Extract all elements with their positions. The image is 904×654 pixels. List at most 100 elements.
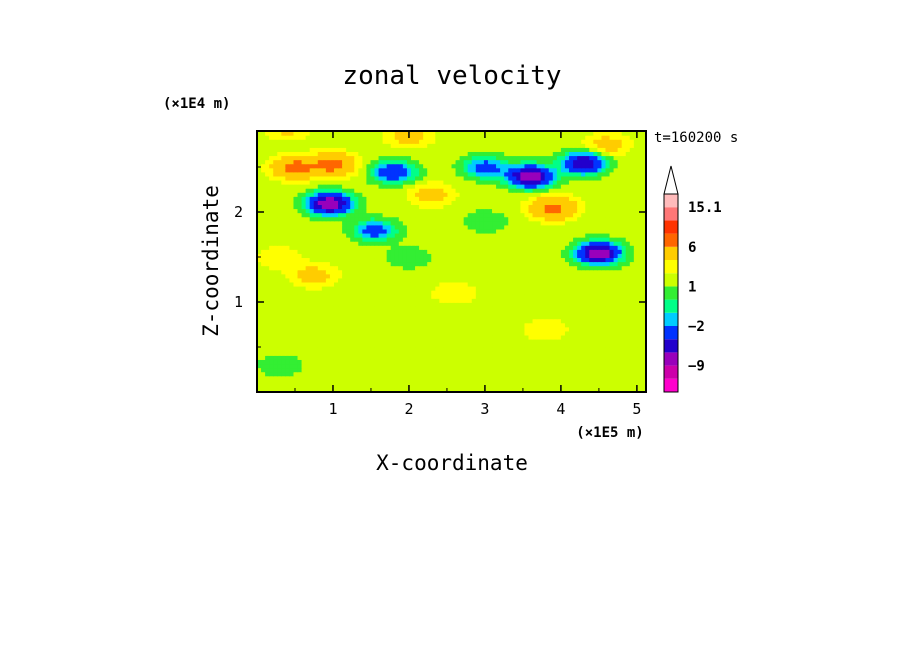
field-cell <box>581 330 586 336</box>
field-cell <box>366 285 372 291</box>
field-cell <box>512 179 517 185</box>
field-cell <box>536 228 542 234</box>
field-cell <box>459 334 465 340</box>
field-cell <box>297 257 303 263</box>
field-cell <box>564 208 570 214</box>
field-cell <box>265 204 270 210</box>
field-cell <box>463 220 469 226</box>
field-cell <box>455 245 461 250</box>
field-cell <box>317 359 323 365</box>
field-cell <box>479 343 485 348</box>
field-cell <box>629 208 635 214</box>
field-cell <box>273 220 278 226</box>
field-cell <box>589 306 594 312</box>
field-cell <box>435 253 440 259</box>
field-cell <box>496 367 501 373</box>
field-cell <box>516 359 521 365</box>
field-cell <box>378 302 384 307</box>
field-cell <box>273 228 278 234</box>
field-cell <box>378 265 384 271</box>
field-cell <box>496 273 501 279</box>
field-cell <box>443 326 449 332</box>
field-cell <box>609 257 615 263</box>
field-cell <box>601 322 607 328</box>
field-cell <box>459 298 465 303</box>
field-cell <box>281 192 286 197</box>
field-cell <box>581 224 586 230</box>
field-cell <box>532 261 538 267</box>
field-cell <box>265 241 270 246</box>
field-cell <box>333 375 339 381</box>
field-cell <box>621 273 627 279</box>
field-cell <box>366 363 372 369</box>
field-cell <box>265 306 270 312</box>
field-cell <box>573 375 578 381</box>
field-cell <box>552 294 558 299</box>
field-cell <box>366 383 372 389</box>
field-cell <box>362 355 367 360</box>
field-cell <box>277 224 282 230</box>
field-cell <box>431 330 436 336</box>
field-cell <box>269 269 274 275</box>
field-cell <box>261 383 266 389</box>
field-cell <box>540 367 546 373</box>
field-cell <box>394 326 400 332</box>
field-cell <box>548 375 554 381</box>
field-cell <box>492 232 497 238</box>
field-cell <box>451 343 457 348</box>
field-cell <box>528 330 534 336</box>
field-cell <box>573 184 578 189</box>
field-cell <box>613 285 619 291</box>
field-cell <box>455 216 461 222</box>
field-cell <box>577 188 582 193</box>
field-cell <box>285 290 291 295</box>
field-cell <box>637 273 643 279</box>
field-cell <box>536 298 542 303</box>
field-cell <box>625 310 631 316</box>
field-cell <box>463 228 469 234</box>
field-cell <box>386 281 392 287</box>
field-cell <box>597 220 603 226</box>
field-cell <box>641 330 646 336</box>
field-cell <box>293 196 299 201</box>
field-cell <box>447 306 453 312</box>
field-cell <box>560 371 566 377</box>
field-cell <box>512 314 517 320</box>
field-cell <box>560 212 566 218</box>
field-cell <box>390 351 396 356</box>
field-cell <box>617 298 623 303</box>
field-cell <box>455 253 461 259</box>
field-cell <box>524 200 530 206</box>
field-cell <box>378 245 384 250</box>
field-cell <box>585 253 590 259</box>
field-cell <box>329 232 335 238</box>
field-cell <box>532 212 538 218</box>
field-cell <box>524 273 530 279</box>
field-cell <box>593 216 598 222</box>
field-cell <box>577 241 582 246</box>
field-cell <box>265 343 270 348</box>
field-cell <box>500 179 505 185</box>
field-cell <box>544 371 550 377</box>
field-cell <box>447 326 453 332</box>
field-cell <box>637 285 643 291</box>
field-cell <box>471 249 477 254</box>
field-cell <box>342 294 347 299</box>
field-cell <box>589 290 594 295</box>
field-cell <box>536 200 542 206</box>
field-cell <box>589 285 594 291</box>
field-cell <box>390 277 396 283</box>
field-cell <box>479 326 485 332</box>
field-cell <box>273 334 278 340</box>
field-cell <box>524 188 530 193</box>
field-cell <box>463 241 469 246</box>
field-cell <box>297 212 303 218</box>
field-cell <box>431 208 436 214</box>
field-cell <box>520 269 526 275</box>
field-cell <box>346 273 351 279</box>
field-cell <box>585 249 590 254</box>
field-cell <box>504 184 509 189</box>
field-cell <box>601 343 607 348</box>
field-cell <box>423 281 428 287</box>
field-cell <box>390 306 396 312</box>
